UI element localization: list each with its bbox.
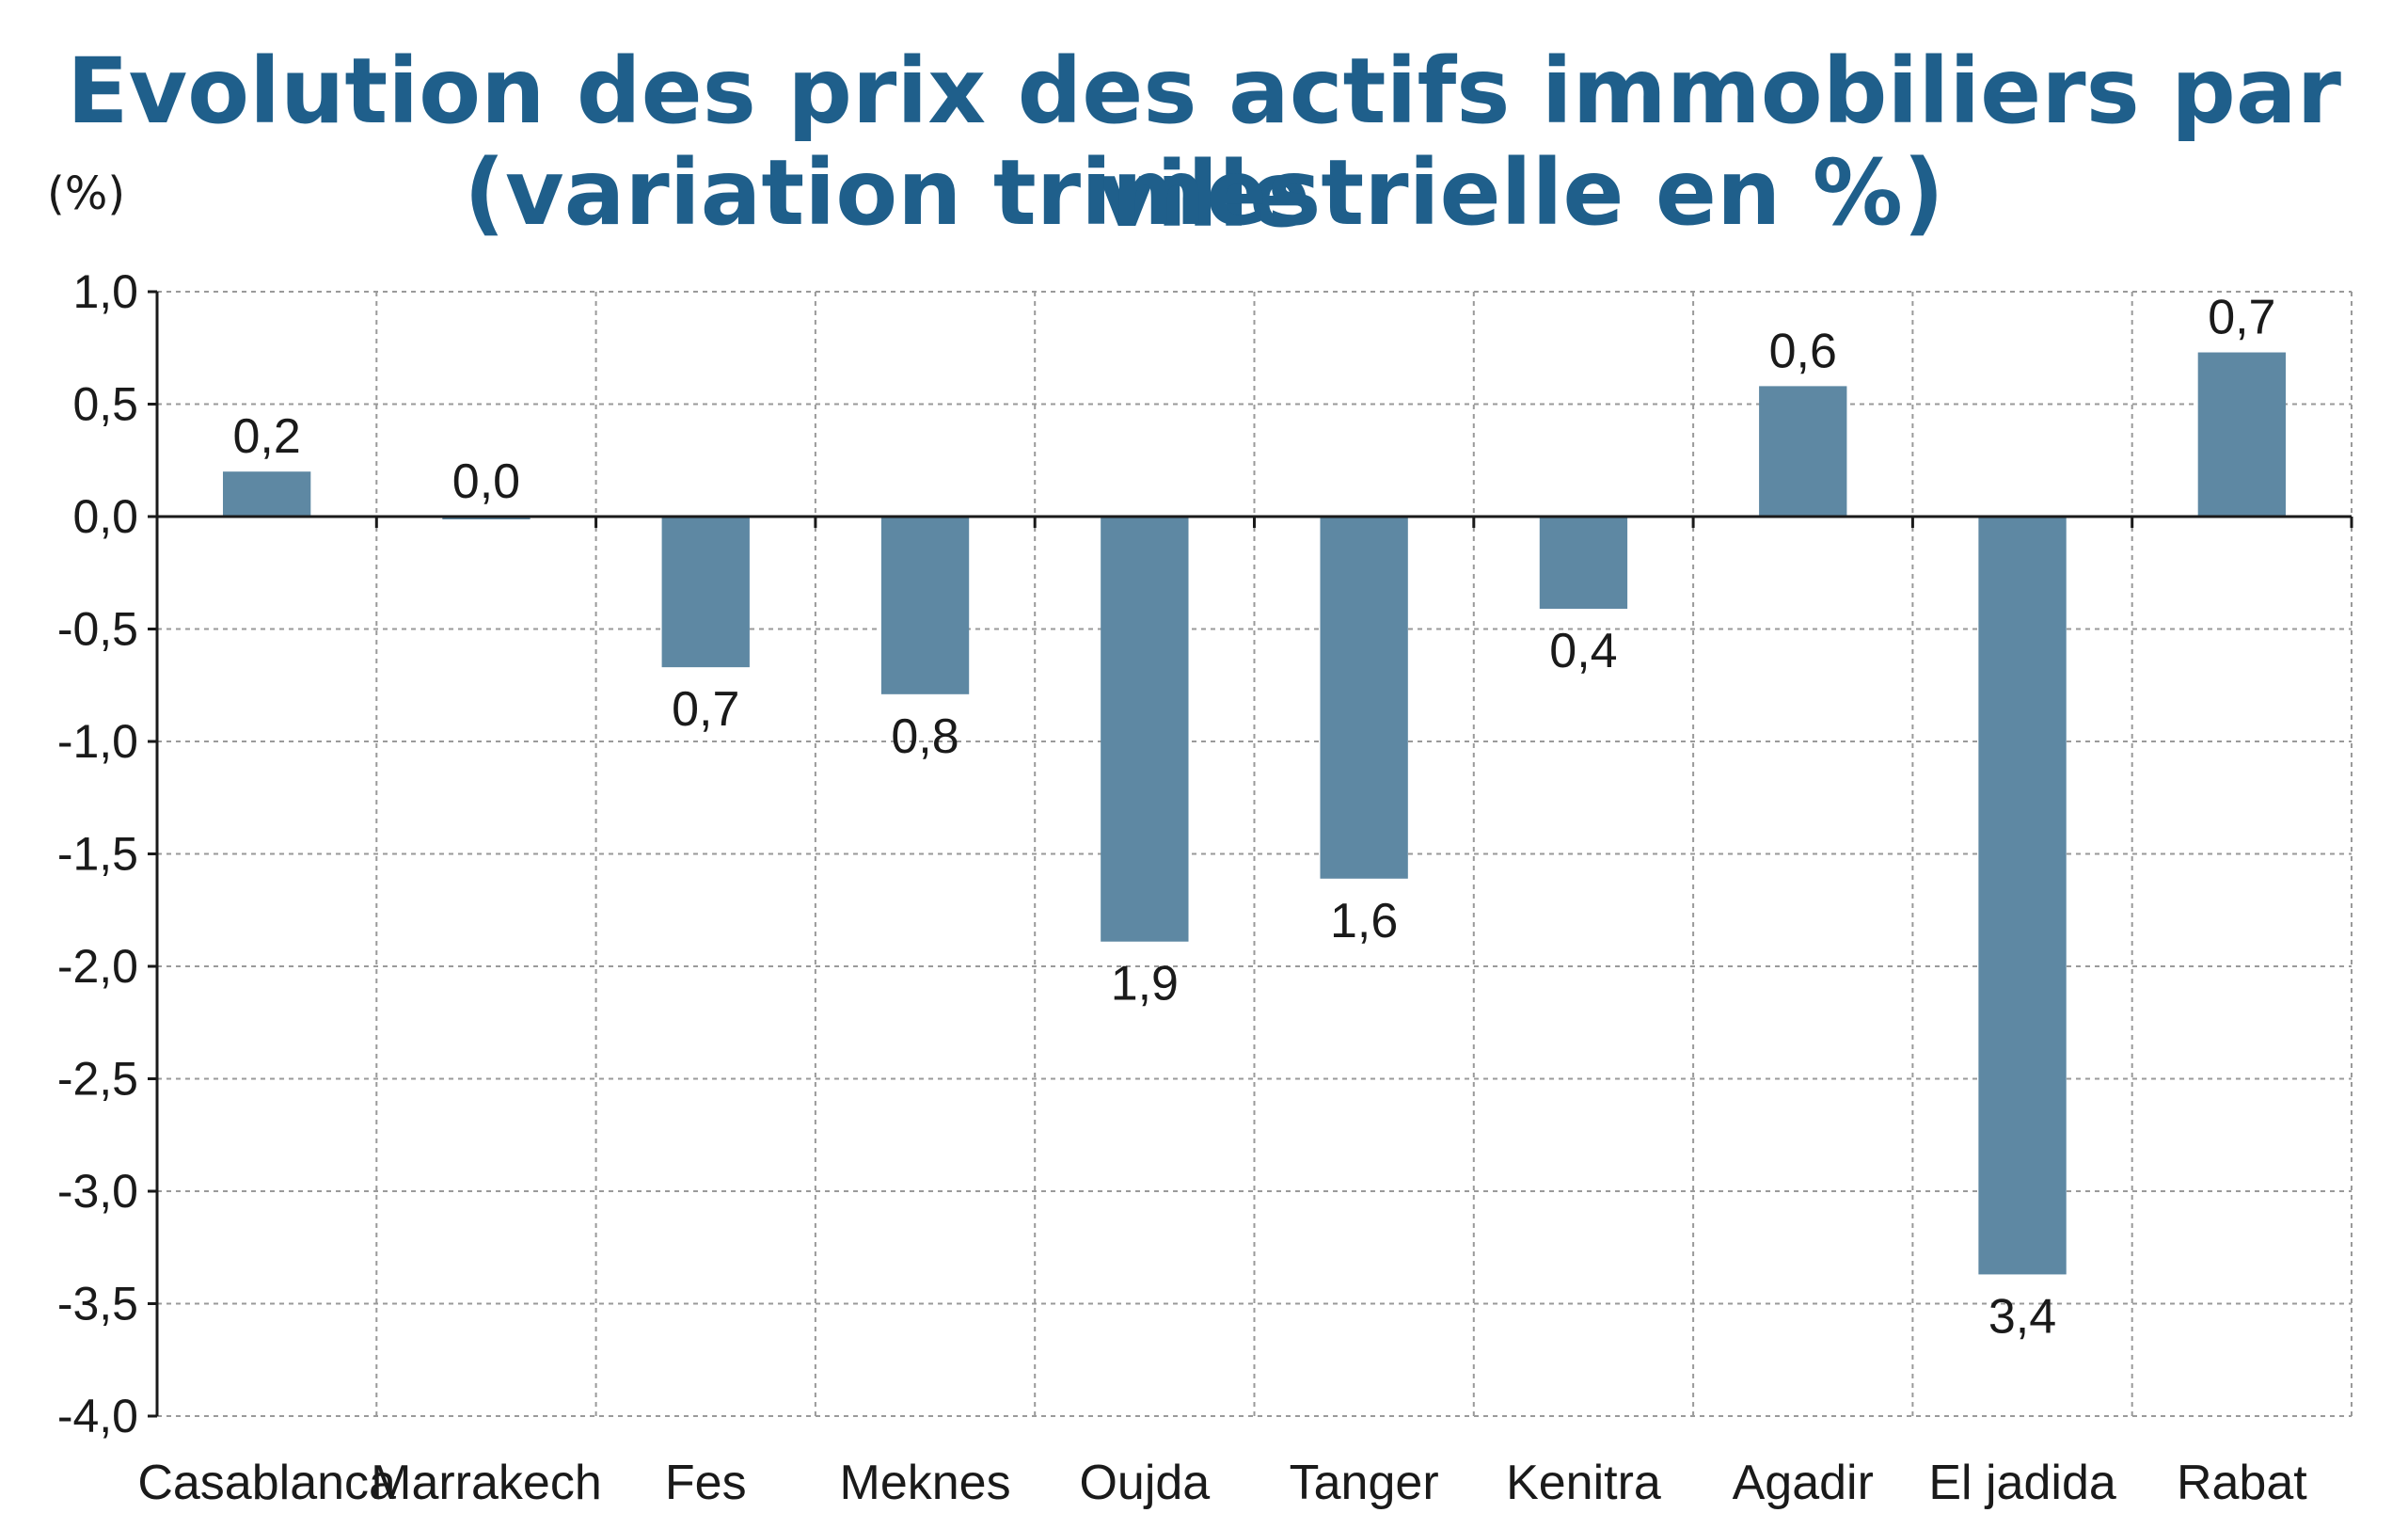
y-tick-label: 1,0 [72,265,138,318]
data-label: 0,7 [2208,291,2275,345]
bar-meknes [880,517,970,694]
x-category-label: Agadir [1733,1456,1874,1510]
bars [222,352,2287,1275]
bar-oujda [1101,517,1189,942]
data-label: 3,4 [1988,1289,2056,1344]
data-label: 0,2 [233,409,301,464]
x-category-label: Kenitra [1506,1456,1661,1510]
y-tick-label: -3,0 [57,1165,138,1218]
y-tick-label: 0,0 [72,490,138,543]
chart-title-line-2: (variation trimestrielle en %) [464,140,1944,246]
x-category-label: Oujda [1079,1456,1210,1510]
y-tick-label: -4,0 [57,1390,138,1442]
bar-fes [661,517,750,668]
bar-tanger [1320,517,1408,879]
data-label: 0,0 [452,454,520,509]
x-category-label: Tanger [1290,1456,1439,1510]
bar-kenitra [1539,517,1628,609]
x-category-label: Marrakech [371,1456,602,1510]
data-label: 0,4 [1549,624,1617,678]
x-category-label: Casablanca [137,1456,396,1510]
data-label: 0,8 [891,709,958,764]
data-label: 1,9 [1111,957,1179,1011]
axes [148,290,2353,1418]
y-tick-label: -1,0 [57,715,138,768]
x-category-label: Fes [665,1456,747,1510]
y-tick-label: 0,5 [72,378,138,431]
y-axis-unit-label: (%) [47,167,126,220]
x-category-label: Rabat [2177,1456,2307,1510]
chart-title-line-1: Evolution des prix des actifs immobilier… [67,39,2341,247]
bar-el-jadida [1978,517,2067,1275]
x-category-label: Meknes [840,1456,1011,1510]
data-label: 1,6 [1330,894,1398,948]
x-category-label: El jadida [1928,1456,2116,1510]
labels: 1,0 0,5 0,0 -0,5 -1,0 -1,5 -2,0 -2,5 -3,0 -3,5 -4,… [57,265,2307,1510]
bar-casablanca [222,471,311,517]
y-tick-label: -1,5 [57,828,138,881]
data-label: 0,6 [1769,324,1837,378]
data-label: 0,7 [672,682,739,737]
y-tick-label: -2,0 [57,940,138,993]
bar-rabat [2197,352,2287,517]
bar-agadir [1759,386,1847,517]
y-tick-label: -2,5 [57,1053,138,1106]
y-tick-label: -3,5 [57,1278,138,1330]
y-tick-label: -0,5 [57,603,138,656]
